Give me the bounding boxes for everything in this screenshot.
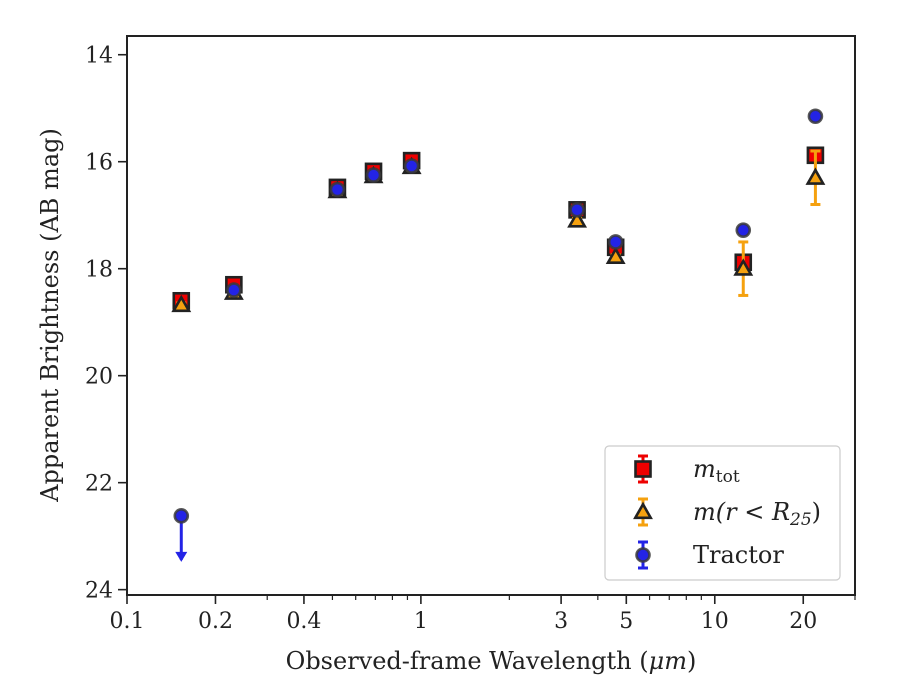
plot-frame [126, 35, 856, 596]
y-tick-label: 22 [85, 472, 113, 497]
y-tick-label: 14 [85, 44, 113, 69]
x-tick-label: 0.2 [198, 609, 233, 634]
data-point [805, 167, 826, 185]
data-point [735, 222, 752, 238]
legend-box [604, 445, 841, 581]
data-point [365, 167, 382, 183]
data-point [329, 181, 346, 198]
legend-label: mtot [693, 455, 740, 487]
x-axis-label: Observed-frame Wavelength (μm) [286, 647, 697, 675]
y-axis-label: Apparent Brightness (AB mag) [36, 128, 64, 503]
y-tick-label: 20 [85, 365, 113, 390]
y-tick-label: 24 [85, 579, 113, 604]
data-point [403, 158, 420, 174]
x-tick-label: 1 [414, 609, 428, 634]
x-tick-label: 3 [554, 609, 568, 634]
x-tick-label: 0.4 [286, 609, 321, 634]
data-point [226, 282, 242, 298]
x-tick-label: 10 [701, 609, 729, 634]
legend-items: mtot m(r < R25) Tractor [633, 454, 821, 570]
x-tick-label: 0.1 [110, 609, 145, 634]
legend-marker [634, 460, 652, 478]
legend-label: Tractor [693, 541, 784, 569]
data-point [569, 202, 585, 218]
y-tick-label: 16 [85, 151, 113, 176]
series-tractor [173, 108, 824, 562]
data-point [807, 108, 824, 125]
legend-marker [633, 501, 653, 520]
y-tick-label: 18 [85, 258, 113, 283]
legend: mtot m(r < R25) Tractor [604, 445, 841, 581]
axis-ticks: 0.1 0.2 0.4 1 3 5 10 20 14 16 18 20 22 24 [85, 44, 856, 634]
legend-label: m(r < R25) [693, 498, 821, 530]
data-point [567, 210, 588, 228]
data-markers [171, 108, 826, 562]
series-m-r-r25- [171, 149, 826, 313]
x-tick-label: 5 [619, 609, 633, 634]
upper-limit-arrowhead [175, 551, 188, 562]
data-point [173, 508, 190, 524]
x-tick-label: 20 [789, 609, 817, 634]
data-point [171, 294, 192, 313]
series-m-tot [172, 146, 825, 310]
data-point [733, 258, 754, 276]
legend-marker [635, 547, 651, 563]
data-point [607, 234, 624, 250]
data-point [605, 246, 626, 265]
